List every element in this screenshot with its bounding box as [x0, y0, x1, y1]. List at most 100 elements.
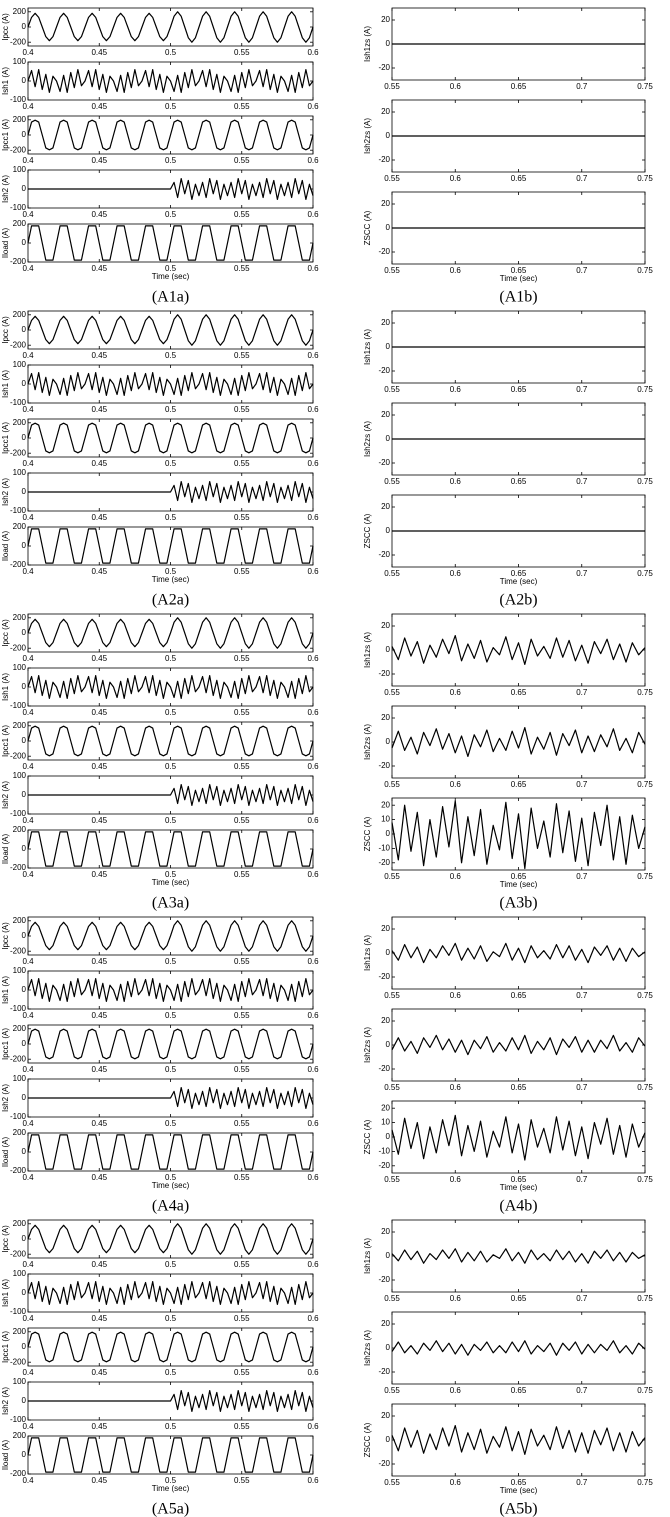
x-tick-label: 0.65 [511, 477, 527, 486]
x-tick-label: 0.55 [384, 1386, 400, 1395]
x-tick-label: 0.6 [307, 405, 319, 414]
x-tick-label: 0.6 [450, 1175, 462, 1184]
x-tick-label: 0.55 [234, 762, 250, 771]
y-tick-label: -100 [10, 1415, 27, 1424]
x-tick-label: 0.75 [637, 1083, 653, 1092]
panel-label: (A2a) [152, 592, 189, 609]
x-tick-label: 0.6 [307, 567, 319, 576]
y-tick-label: 0 [22, 1234, 27, 1243]
x-tick-label: 0.6 [450, 991, 462, 1000]
x-tick-label: 0.55 [384, 174, 400, 183]
y-tick-label: -20 [378, 761, 390, 770]
y-tick-label: 100 [13, 663, 27, 672]
y-tick-label: -20 [378, 1275, 390, 1284]
x-tick-label: 0.6 [307, 1314, 319, 1323]
x-axis-label: Time (sec) [152, 272, 190, 281]
x-tick-label: 0.55 [234, 870, 250, 879]
x-tick-label: 0.65 [511, 1294, 527, 1303]
x-tick-label: 0.45 [91, 1173, 107, 1182]
x-tick-label: 0.45 [91, 156, 107, 165]
x-tick-label: 0.6 [450, 82, 462, 91]
y-tick-label: 10 [381, 815, 390, 824]
x-tick-label: 0.55 [384, 266, 400, 275]
plot-frame [391, 1100, 646, 1174]
signal-line [391, 1425, 646, 1455]
panel-label: (A2b) [499, 592, 537, 609]
x-tick-label: 0.65 [511, 174, 527, 183]
panel-label: (A1a) [152, 289, 189, 306]
y-tick-label: -10 [378, 844, 390, 853]
y-tick-label: 0 [386, 948, 391, 957]
x-tick-label: 0.65 [511, 266, 527, 275]
panel-label: (A4b) [499, 1198, 537, 1215]
x-tick-label: 0.4 [22, 957, 34, 966]
y-axis-label: ZSCC (A) [363, 1422, 372, 1457]
x-tick-label: 0.55 [234, 513, 250, 522]
y-tick-label: 200 [13, 916, 27, 925]
y-tick-label: -100 [10, 398, 27, 407]
x-tick-label: 0.6 [307, 762, 319, 771]
x-tick-label: 0.6 [307, 102, 319, 111]
y-tick-label: -200 [10, 340, 27, 349]
signal-line [27, 1223, 314, 1255]
x-tick-label: 0.6 [307, 1368, 319, 1377]
y-tick-label: 100 [13, 165, 27, 174]
y-tick-label: -20 [378, 1459, 390, 1468]
x-tick-label: 0.4 [22, 351, 34, 360]
x-tick-label: 0.65 [511, 1478, 527, 1487]
y-axis-label: Iload (A) [1, 531, 10, 562]
y-tick-label: 200 [13, 1219, 27, 1228]
x-tick-label: 0.55 [234, 48, 250, 57]
y-tick-label: 200 [13, 825, 27, 834]
y-axis-label: Ish1 (A) [1, 673, 10, 701]
x-tick-label: 0.6 [450, 266, 462, 275]
x-tick-label: 0.55 [234, 1173, 250, 1182]
x-tick-label: 0.6 [307, 156, 319, 165]
y-tick-label: 20 [381, 1016, 390, 1025]
x-tick-label: 0.45 [91, 1422, 107, 1431]
x-tick-label: 0.4 [22, 708, 34, 717]
x-tick-label: 0.45 [91, 762, 107, 771]
x-tick-label: 0.45 [91, 459, 107, 468]
x-tick-label: 0.75 [637, 266, 653, 275]
x-tick-label: 0.6 [450, 688, 462, 697]
y-tick-label: 0 [22, 487, 27, 496]
y-tick-label: 0 [386, 829, 391, 838]
x-axis-label: Time (sec) [152, 1181, 190, 1190]
x-tick-label: 0.55 [384, 688, 400, 697]
x-tick-label: 0.75 [637, 1478, 653, 1487]
y-tick-label: 0 [22, 1039, 27, 1048]
x-tick-label: 0.75 [637, 385, 653, 394]
x-tick-label: 0.5 [165, 1173, 177, 1182]
x-tick-label: 0.4 [22, 48, 34, 57]
y-tick-label: -200 [10, 560, 27, 569]
x-tick-label: 0.7 [576, 82, 588, 91]
x-axis-label: Time (sec) [500, 1486, 538, 1495]
signal-line [27, 978, 314, 1002]
y-tick-label: 100 [13, 57, 27, 66]
y-tick-label: 0 [386, 434, 391, 443]
signal-line [27, 314, 314, 346]
x-tick-label: 0.7 [576, 688, 588, 697]
x-tick-label: 0.55 [234, 1368, 250, 1377]
y-tick-label: -20 [378, 1367, 390, 1376]
y-axis-label: Ish1zs (A) [363, 632, 372, 668]
y-axis-label: Iload (A) [1, 1137, 10, 1168]
x-tick-label: 0.5 [165, 405, 177, 414]
y-tick-label: 100 [13, 1269, 27, 1278]
x-tick-label: 0.5 [165, 102, 177, 111]
x-tick-label: 0.6 [450, 174, 462, 183]
x-tick-label: 0.45 [91, 405, 107, 414]
y-tick-label: 200 [13, 1327, 27, 1336]
signal-line [391, 727, 646, 757]
x-tick-label: 0.6 [307, 351, 319, 360]
x-tick-label: 0.6 [307, 264, 319, 273]
y-tick-label: -20 [378, 63, 390, 72]
y-tick-label: 0 [386, 1040, 391, 1049]
y-axis-label: Iload (A) [1, 228, 10, 259]
x-tick-label: 0.45 [91, 957, 107, 966]
y-tick-label: -200 [10, 863, 27, 872]
signal-line [27, 831, 314, 867]
x-tick-label: 0.5 [165, 351, 177, 360]
